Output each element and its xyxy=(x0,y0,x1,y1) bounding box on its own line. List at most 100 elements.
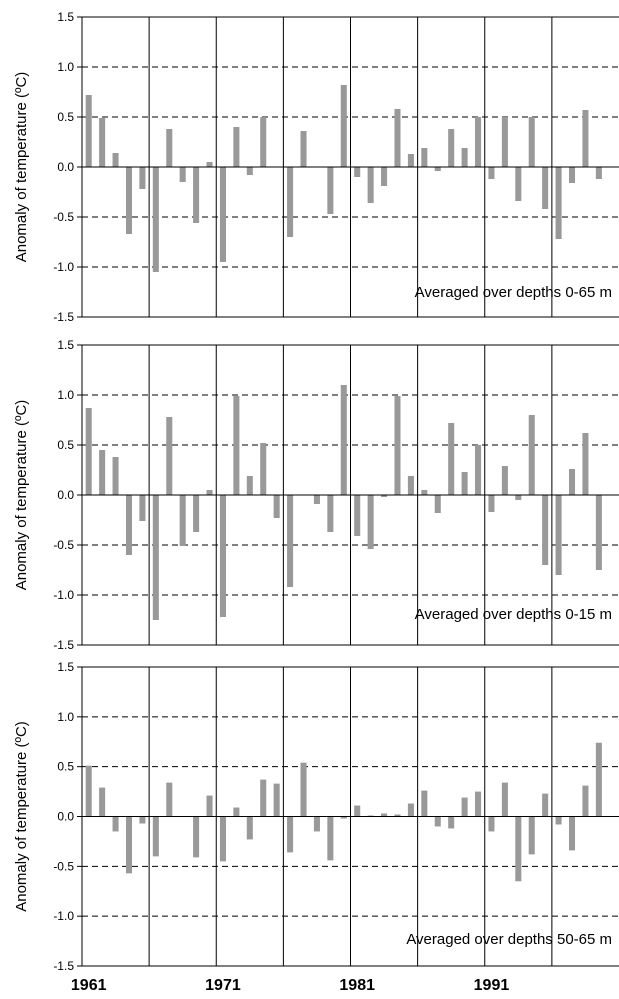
bar xyxy=(287,167,294,237)
bar xyxy=(206,162,213,167)
y-tick-label: -1.0 xyxy=(53,909,74,923)
bar xyxy=(287,816,294,853)
bar xyxy=(99,787,106,817)
bar xyxy=(179,167,186,182)
bar xyxy=(448,816,455,829)
bar xyxy=(112,457,119,495)
x-tick-label: 1981 xyxy=(339,977,375,994)
bar xyxy=(434,495,441,513)
bar xyxy=(475,445,482,495)
bar xyxy=(381,813,388,817)
y-tick-label: 0.5 xyxy=(57,760,74,774)
x-tick-label: 1991 xyxy=(474,977,510,994)
chart-panel-1: 1.5 1.0 0.5 0.0 -0.5 -1.0 -1.5 Anomaly of tempe… xyxy=(13,10,619,324)
bar xyxy=(568,816,576,851)
bar xyxy=(381,495,388,497)
bar xyxy=(219,167,226,262)
bar xyxy=(85,408,92,495)
bar xyxy=(273,495,280,518)
bar xyxy=(501,782,508,817)
bar xyxy=(206,490,213,495)
bar xyxy=(125,495,133,555)
bar xyxy=(327,167,334,214)
panel-annotation: Averaged over depths 0-15 m xyxy=(415,606,612,623)
chart-panel-2: 1.5 1.0 0.5 0.0 -0.5 -1.0 -1.5 Anomaly of tempe… xyxy=(13,338,619,652)
y-tick-label: 1.0 xyxy=(57,388,74,402)
y-axis-title: Anomaly of temperature (ºC) xyxy=(13,72,30,263)
y-tick-label: -1.5 xyxy=(53,959,74,973)
y-tick-label: 0.5 xyxy=(57,110,74,124)
bar xyxy=(434,167,441,171)
bar xyxy=(246,167,253,175)
bar xyxy=(475,791,482,817)
bar xyxy=(219,495,226,617)
bar xyxy=(300,131,307,167)
bar xyxy=(582,433,589,495)
y-tick-label: -0.5 xyxy=(53,859,74,873)
bar xyxy=(233,807,240,817)
bar xyxy=(327,495,334,532)
bar xyxy=(394,109,401,167)
bar xyxy=(501,117,508,167)
bar xyxy=(193,495,200,532)
bar xyxy=(193,167,200,223)
bar xyxy=(528,117,535,167)
bar xyxy=(528,415,535,495)
y-tick-label: 1.0 xyxy=(57,710,74,724)
bar xyxy=(555,816,562,825)
bar xyxy=(488,167,495,179)
bar xyxy=(448,423,455,495)
bar xyxy=(555,495,562,575)
bar xyxy=(448,129,455,167)
bar xyxy=(501,466,508,495)
y-tick-label: 1.5 xyxy=(57,660,74,674)
bar xyxy=(595,495,602,570)
bar xyxy=(354,167,361,177)
y-tick-label: 0.5 xyxy=(57,438,74,452)
bar xyxy=(394,396,401,495)
bar xyxy=(99,118,106,167)
bar xyxy=(246,476,253,495)
bar xyxy=(233,127,240,167)
y-tick-label: -1.0 xyxy=(53,260,74,274)
bar xyxy=(434,816,441,827)
y-tick-label: 0.0 xyxy=(57,810,74,824)
x-axis-labels: 1961 1971 1981 1991 xyxy=(71,977,509,994)
bar xyxy=(260,779,267,817)
bar xyxy=(367,167,374,203)
bar xyxy=(595,167,602,179)
bar xyxy=(300,762,307,817)
bar xyxy=(193,816,200,858)
bar xyxy=(125,167,133,234)
bar xyxy=(407,476,414,495)
bar xyxy=(515,167,522,201)
bar xyxy=(152,816,159,857)
y-tick-label: -0.5 xyxy=(53,210,74,224)
bar xyxy=(125,816,133,874)
y-tick-label: -0.5 xyxy=(53,538,74,552)
bar xyxy=(515,816,522,882)
bar xyxy=(568,469,576,495)
bar xyxy=(327,816,334,861)
bar xyxy=(542,167,549,209)
bar xyxy=(219,816,226,862)
bar xyxy=(528,816,535,855)
bar xyxy=(555,167,562,239)
bar xyxy=(313,816,320,832)
bar xyxy=(421,790,428,817)
bar xyxy=(246,816,253,840)
bar xyxy=(394,814,401,817)
bar xyxy=(381,167,388,186)
bar xyxy=(179,495,186,546)
bar xyxy=(99,450,106,495)
bar xyxy=(421,490,428,495)
bar xyxy=(595,742,602,817)
bar xyxy=(260,117,267,167)
bar xyxy=(85,765,92,817)
bar xyxy=(273,783,280,817)
chart-panel-3: 1.5 1.0 0.5 0.0 -0.5 -1.0 -1.5 Anomaly of tempe… xyxy=(13,660,619,973)
bar xyxy=(313,495,320,504)
y-tick-label: -1.5 xyxy=(53,638,74,652)
bar xyxy=(582,785,589,817)
bar xyxy=(340,816,347,819)
